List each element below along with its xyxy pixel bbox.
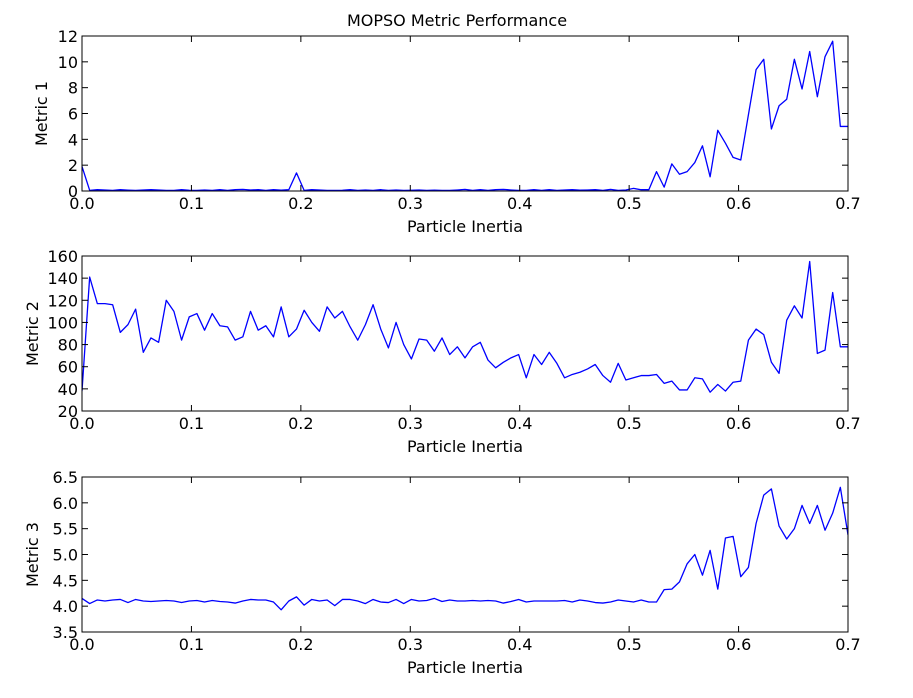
y-tick-label: 100 (47, 313, 78, 332)
y-tick-label: 5.5 (53, 520, 78, 539)
x-tick-label: 0.2 (288, 635, 313, 654)
y-tick-label: 120 (47, 291, 78, 310)
x-axis-label: Particle Inertia (407, 658, 523, 677)
y-tick-label: 4.0 (53, 597, 78, 616)
axes-frame (81, 476, 849, 633)
x-tick-label: 0.1 (179, 194, 204, 213)
y-tick-label: 12 (58, 27, 78, 46)
x-tick-label: 0.3 (398, 414, 423, 433)
subplots-container: 0.0 0.1 0.2 0.3 0.4 0.5 0.6 0.7 0 2 4 6 8 10 12 Particl… (23, 27, 861, 677)
y-tick-label: 4 (68, 130, 78, 149)
series-line-metric-3 (82, 486, 848, 611)
axes-frame (81, 35, 849, 192)
series-line-metric-1 (82, 40, 848, 191)
x-tick-label: 0.0 (69, 414, 94, 433)
x-tick-label: 0.3 (398, 635, 423, 654)
x-tick-label: 0.5 (616, 635, 641, 654)
x-tick-label: 0.4 (507, 194, 532, 213)
y-tick-label: 5.0 (53, 546, 78, 565)
y-tick-label: 80 (58, 336, 78, 355)
x-tick-label: 0.6 (726, 194, 751, 213)
series-line-metric-2 (82, 260, 848, 393)
x-axis-label: Particle Inertia (407, 217, 523, 236)
y-tick-label: 40 (58, 380, 78, 399)
subplot-2: 0.0 0.1 0.2 0.3 0.4 0.5 0.6 0.7 20 40 60 80 100 120 14… (23, 247, 861, 456)
y-tick-label: 3.5 (53, 623, 78, 642)
y-axis-label: Metric 1 (32, 81, 51, 146)
y-tick-label: 6 (68, 105, 78, 124)
y-tick-label: 140 (47, 269, 78, 288)
y-tick-label: 10 (58, 53, 78, 72)
x-tick-label: 0.2 (288, 414, 313, 433)
x-tick-label: 0.7 (835, 194, 860, 213)
y-axis-label: Metric 2 (23, 301, 42, 366)
y-tick-label: 160 (47, 247, 78, 266)
y-axis-label: Metric 3 (23, 522, 42, 587)
subplot-3: 0.0 0.1 0.2 0.3 0.4 0.5 0.6 0.7 3.5 4.0 4.5 5.0 5.5 6… (23, 468, 861, 677)
x-tick-label: 0.4 (507, 635, 532, 654)
x-tick-label: 0.6 (726, 635, 751, 654)
y-tick-label: 2 (68, 156, 78, 175)
y-tick-label: 4.5 (53, 571, 78, 590)
x-tick-label: 0.2 (288, 194, 313, 213)
x-tick-label: 0.6 (726, 414, 751, 433)
x-tick-label: 0.5 (616, 414, 641, 433)
x-tick-label: 0.1 (179, 414, 204, 433)
x-tick-label: 0.7 (835, 635, 860, 654)
y-tick-label: 6.5 (53, 468, 78, 487)
y-tick-label: 20 (58, 402, 78, 421)
y-tick-label: 0 (68, 182, 78, 201)
x-tick-label: 0.5 (616, 194, 641, 213)
y-tick-label: 60 (58, 358, 78, 377)
x-tick-label: 0.4 (507, 414, 532, 433)
x-tick-label: 0.0 (69, 635, 94, 654)
y-tick-label: 6.0 (53, 494, 78, 513)
x-tick-label: 0.3 (398, 194, 423, 213)
figure-title: MOPSO Metric Performance (347, 11, 567, 30)
axes-frame (81, 255, 849, 412)
y-tick-label: 8 (68, 79, 78, 98)
subplot-1: 0.0 0.1 0.2 0.3 0.4 0.5 0.6 0.7 0 2 4 6 8 10 12 Particl… (32, 27, 861, 236)
x-tick-label: 0.7 (835, 414, 860, 433)
x-tick-label: 0.1 (179, 635, 204, 654)
x-axis-label: Particle Inertia (407, 437, 523, 456)
x-tick-label: 0.0 (69, 194, 94, 213)
